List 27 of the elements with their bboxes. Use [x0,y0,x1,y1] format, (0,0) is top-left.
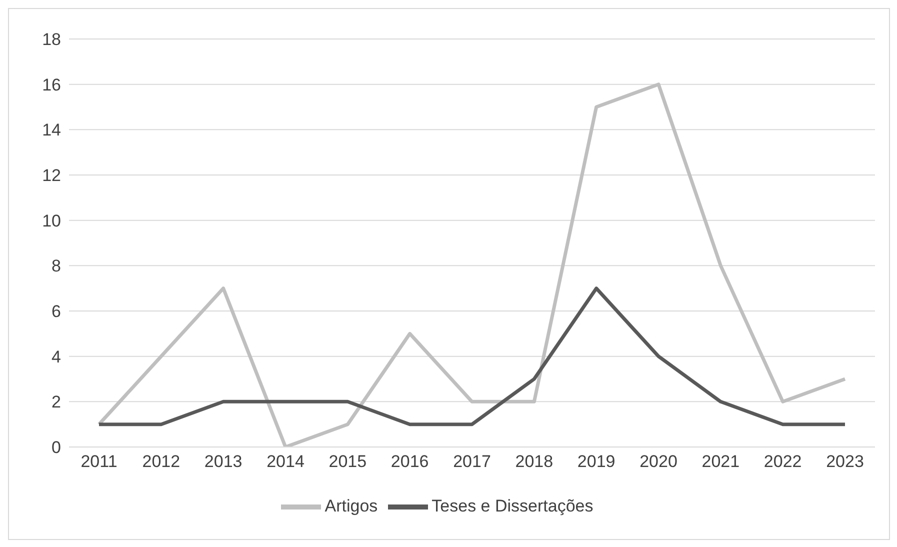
y-tick-label: 18 [42,30,61,50]
y-tick-label: 0 [52,438,61,458]
x-tick-label: 2012 [142,452,180,472]
y-tick-label: 8 [52,256,61,276]
x-tick-label: 2022 [764,452,802,472]
y-tick-label: 12 [42,166,61,186]
y-tick-label: 10 [42,211,61,230]
y-tick-label: 14 [42,120,61,140]
x-tick-label: 2020 [640,452,678,472]
x-tick-label: 2016 [390,452,429,472]
x-tick-label: 2013 [204,452,242,472]
y-tick-label: 6 [52,302,61,322]
x-tick-label: 2019 [577,452,616,472]
y-tick-label: 2 [52,392,61,412]
x-tick-label: 2018 [515,452,554,472]
x-tick-label: 2017 [453,452,491,472]
x-tick-label: 2014 [266,452,304,472]
legend-label: Teses e Dissertações [432,496,594,516]
x-tick-label: 2023 [826,452,864,472]
line-series [97,286,847,426]
y-tick-label: 4 [52,347,61,366]
x-tick-label: 2015 [328,452,367,472]
x-tick-label: 2021 [702,452,740,472]
y-tick-label: 16 [42,75,61,94]
legend-label: Artigos [324,496,378,516]
line-series [97,82,847,447]
x-tick-label: 2011 [80,452,118,472]
